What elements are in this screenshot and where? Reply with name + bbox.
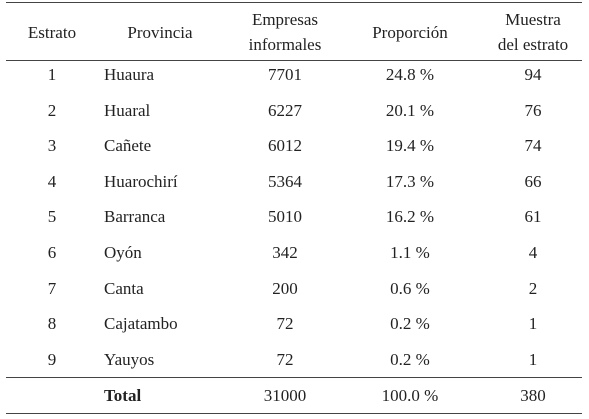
table-cell: 24.8 % bbox=[385, 65, 435, 84]
total-cell: 31000 bbox=[263, 386, 307, 405]
table-cell: 5010 bbox=[268, 207, 302, 227]
bottom-rule bbox=[6, 413, 582, 414]
table-cell: Cajatambo bbox=[104, 314, 178, 334]
table-cell: 5364 bbox=[268, 171, 302, 191]
table-cell: 6 bbox=[47, 243, 57, 262]
total-rule bbox=[6, 377, 582, 378]
table-cell: 2 bbox=[47, 100, 57, 120]
table-cell: 7701 bbox=[268, 65, 302, 84]
table-cell: 66 bbox=[524, 171, 542, 191]
table-cell: 72 bbox=[276, 314, 294, 334]
table-cell: Cañete bbox=[104, 136, 152, 156]
header-rule bbox=[6, 60, 582, 61]
table-cell: 0.2 % bbox=[390, 349, 430, 369]
table-cell: 1 bbox=[528, 314, 538, 334]
total-cell: Total bbox=[104, 386, 142, 405]
table-cell: 74 bbox=[524, 136, 542, 156]
table-cell: 0.6 % bbox=[390, 278, 430, 298]
table-cell: 76 bbox=[524, 100, 542, 120]
header-cell: Provincia bbox=[127, 23, 193, 42]
top-rule bbox=[6, 2, 582, 3]
table-cell: Barranca bbox=[104, 207, 166, 227]
table-cell: 7 bbox=[47, 278, 57, 298]
header-cell: informales bbox=[248, 35, 322, 54]
table-cell: Oyón bbox=[104, 243, 142, 262]
table-cell: Huaura bbox=[104, 65, 155, 84]
table-cell: 4 bbox=[47, 171, 57, 191]
total-cell: 100.0 % bbox=[381, 386, 439, 405]
table-cell: Huaral bbox=[104, 100, 151, 120]
table-cell: 61 bbox=[524, 207, 542, 227]
table-cell: 4 bbox=[528, 243, 538, 262]
table-cell: 342 bbox=[272, 243, 298, 262]
table-cell: Yauyos bbox=[104, 349, 155, 369]
table-cell: 5 bbox=[47, 207, 57, 227]
table-cell: 2 bbox=[528, 278, 538, 298]
table-cell: 19.4 % bbox=[385, 136, 435, 156]
table-cell: Huarochirí bbox=[104, 171, 178, 191]
table-cell: 1.1 % bbox=[390, 243, 430, 262]
table-cell: 17.3 % bbox=[385, 171, 435, 191]
total-cell: 380 bbox=[520, 386, 546, 405]
table-cell: 94 bbox=[524, 65, 542, 84]
table-cell: 6227 bbox=[268, 100, 302, 120]
table-cell: 3 bbox=[47, 136, 57, 156]
header-cell: Empresas bbox=[251, 10, 319, 29]
header-cell: del estrato bbox=[497, 35, 569, 54]
header-cell: Estrato bbox=[27, 23, 77, 42]
table-cell: 200 bbox=[272, 278, 298, 298]
table-cell: 8 bbox=[47, 314, 57, 334]
table-cell: 9 bbox=[47, 349, 57, 369]
table-cell: 1 bbox=[47, 65, 57, 84]
table-cell: Canta bbox=[104, 278, 144, 298]
table-cell: 1 bbox=[528, 349, 538, 369]
table-cell: 0.2 % bbox=[390, 314, 430, 334]
table-cell: 16.2 % bbox=[385, 207, 435, 227]
table-cell: 72 bbox=[276, 349, 294, 369]
header-cell: Muestra bbox=[505, 10, 561, 29]
table-cell: 20.1 % bbox=[385, 100, 435, 120]
table-cell: 6012 bbox=[268, 136, 302, 156]
header-cell: Proporción bbox=[372, 23, 448, 42]
